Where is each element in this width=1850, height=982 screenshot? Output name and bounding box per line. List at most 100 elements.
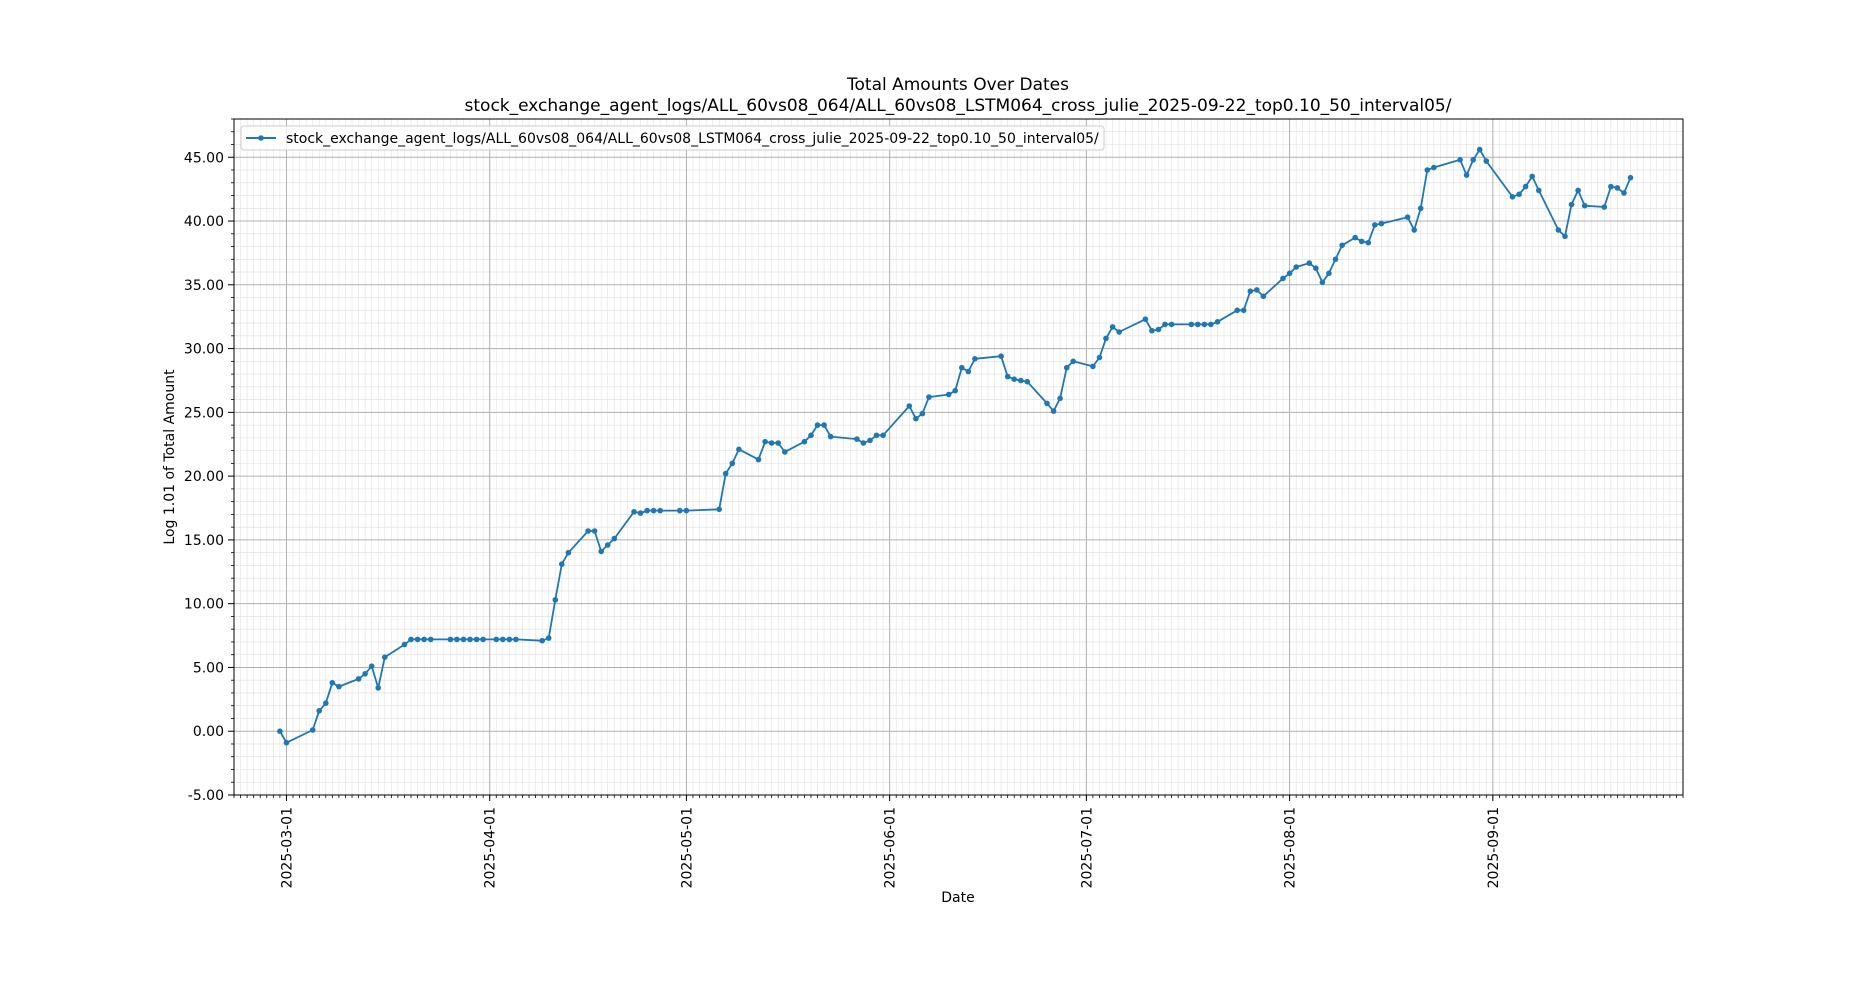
data-markers	[277, 146, 1634, 746]
chart-title: Total Amounts Over Dates	[846, 75, 1069, 95]
data-point	[1050, 408, 1057, 414]
data-point	[414, 636, 421, 643]
data-point	[1024, 378, 1031, 385]
data-point	[631, 509, 637, 515]
data-point	[854, 436, 860, 442]
data-point	[1424, 167, 1431, 173]
data-point	[1352, 234, 1358, 241]
data-point	[545, 635, 552, 641]
data-point	[1044, 400, 1050, 407]
data-point	[768, 440, 775, 446]
data-point	[1103, 335, 1109, 342]
y-tick-label: 40.00	[184, 214, 224, 230]
legend-label: stock_exchange_agent_logs/ALL_60vs08_064…	[286, 131, 1099, 147]
data-point	[1018, 377, 1024, 384]
data-point	[1365, 239, 1372, 246]
data-point	[1627, 174, 1634, 181]
data-point	[1483, 158, 1490, 164]
x-tick-label: 2025-04-01	[483, 807, 499, 888]
data-point	[1057, 395, 1063, 402]
data-point	[762, 438, 768, 445]
data-point	[722, 470, 729, 477]
data-point	[801, 438, 808, 445]
data-point	[604, 542, 611, 548]
x-tick-label: 2025-08-01	[1283, 807, 1299, 888]
data-point	[427, 636, 434, 643]
data-point	[808, 432, 814, 439]
data-point	[867, 437, 873, 444]
data-point	[814, 422, 821, 428]
data-point	[362, 671, 368, 677]
data-point	[873, 432, 880, 439]
data-point	[1286, 270, 1293, 277]
data-point	[1372, 222, 1378, 228]
data-point	[1195, 321, 1201, 328]
data-point	[1575, 187, 1581, 194]
major-gridlines	[234, 119, 1683, 796]
data-point	[1378, 220, 1385, 227]
data-point	[382, 654, 388, 660]
data-point	[1116, 329, 1122, 335]
data-point	[611, 535, 618, 542]
data-point	[401, 641, 408, 648]
data-point	[1247, 288, 1254, 295]
legend: stock_exchange_agent_logs/ALL_60vs08_064…	[240, 125, 1105, 151]
data-point	[1411, 227, 1417, 233]
data-point	[460, 636, 467, 643]
y-tick-label: 0.00	[193, 724, 224, 740]
data-point	[1509, 194, 1516, 200]
data-point	[500, 636, 506, 643]
data-point	[1280, 275, 1286, 282]
data-point	[473, 636, 480, 643]
data-point	[1431, 164, 1437, 171]
data-point	[716, 506, 722, 513]
data-point	[1568, 201, 1575, 208]
data-point	[323, 700, 329, 706]
data-point	[1522, 183, 1529, 190]
data-point	[1319, 279, 1326, 286]
data-point	[1234, 307, 1240, 314]
data-point	[1463, 172, 1470, 178]
data-point	[1529, 173, 1535, 180]
data-point	[454, 636, 460, 643]
data-point	[952, 387, 958, 394]
data-point	[827, 433, 834, 440]
data-point	[1063, 364, 1070, 371]
data-point	[677, 507, 683, 514]
data-point	[1070, 358, 1076, 365]
data-point	[1332, 256, 1339, 263]
data-point	[591, 528, 598, 534]
data-point	[959, 364, 965, 371]
data-point	[1313, 265, 1319, 272]
data-point	[375, 685, 382, 691]
data-point	[683, 507, 690, 514]
data-point	[447, 636, 454, 643]
data-point	[1306, 260, 1313, 266]
data-point	[1208, 321, 1214, 328]
data-point	[919, 410, 926, 417]
data-point	[493, 636, 500, 643]
data-point	[1404, 214, 1411, 220]
data-point	[1155, 326, 1162, 333]
data-point	[283, 739, 290, 746]
data-point	[1254, 287, 1260, 293]
data-point	[782, 449, 788, 455]
data-point	[637, 510, 644, 516]
data-point	[775, 440, 781, 446]
data-point	[1293, 264, 1299, 270]
y-tick-labels: -5.00 0.00 5.00 10.00 15.00 20.00 25.00 30.00 35…	[184, 150, 224, 804]
data-point	[1562, 233, 1568, 240]
data-point	[926, 394, 932, 400]
data-point	[539, 637, 545, 644]
data-point	[1162, 321, 1168, 328]
data-point	[1168, 321, 1175, 328]
data-point	[1536, 187, 1542, 194]
data-point	[598, 548, 604, 555]
y-tick-label: 10.00	[184, 597, 224, 613]
x-tick-labels: 2025-03-01 2025-04-01 2025-05-01 2025-06-01…	[279, 807, 1501, 888]
data-point	[650, 507, 657, 514]
x-tick-label: 2025-09-01	[1486, 807, 1502, 888]
data-point	[821, 422, 827, 428]
data-point	[1240, 307, 1247, 314]
